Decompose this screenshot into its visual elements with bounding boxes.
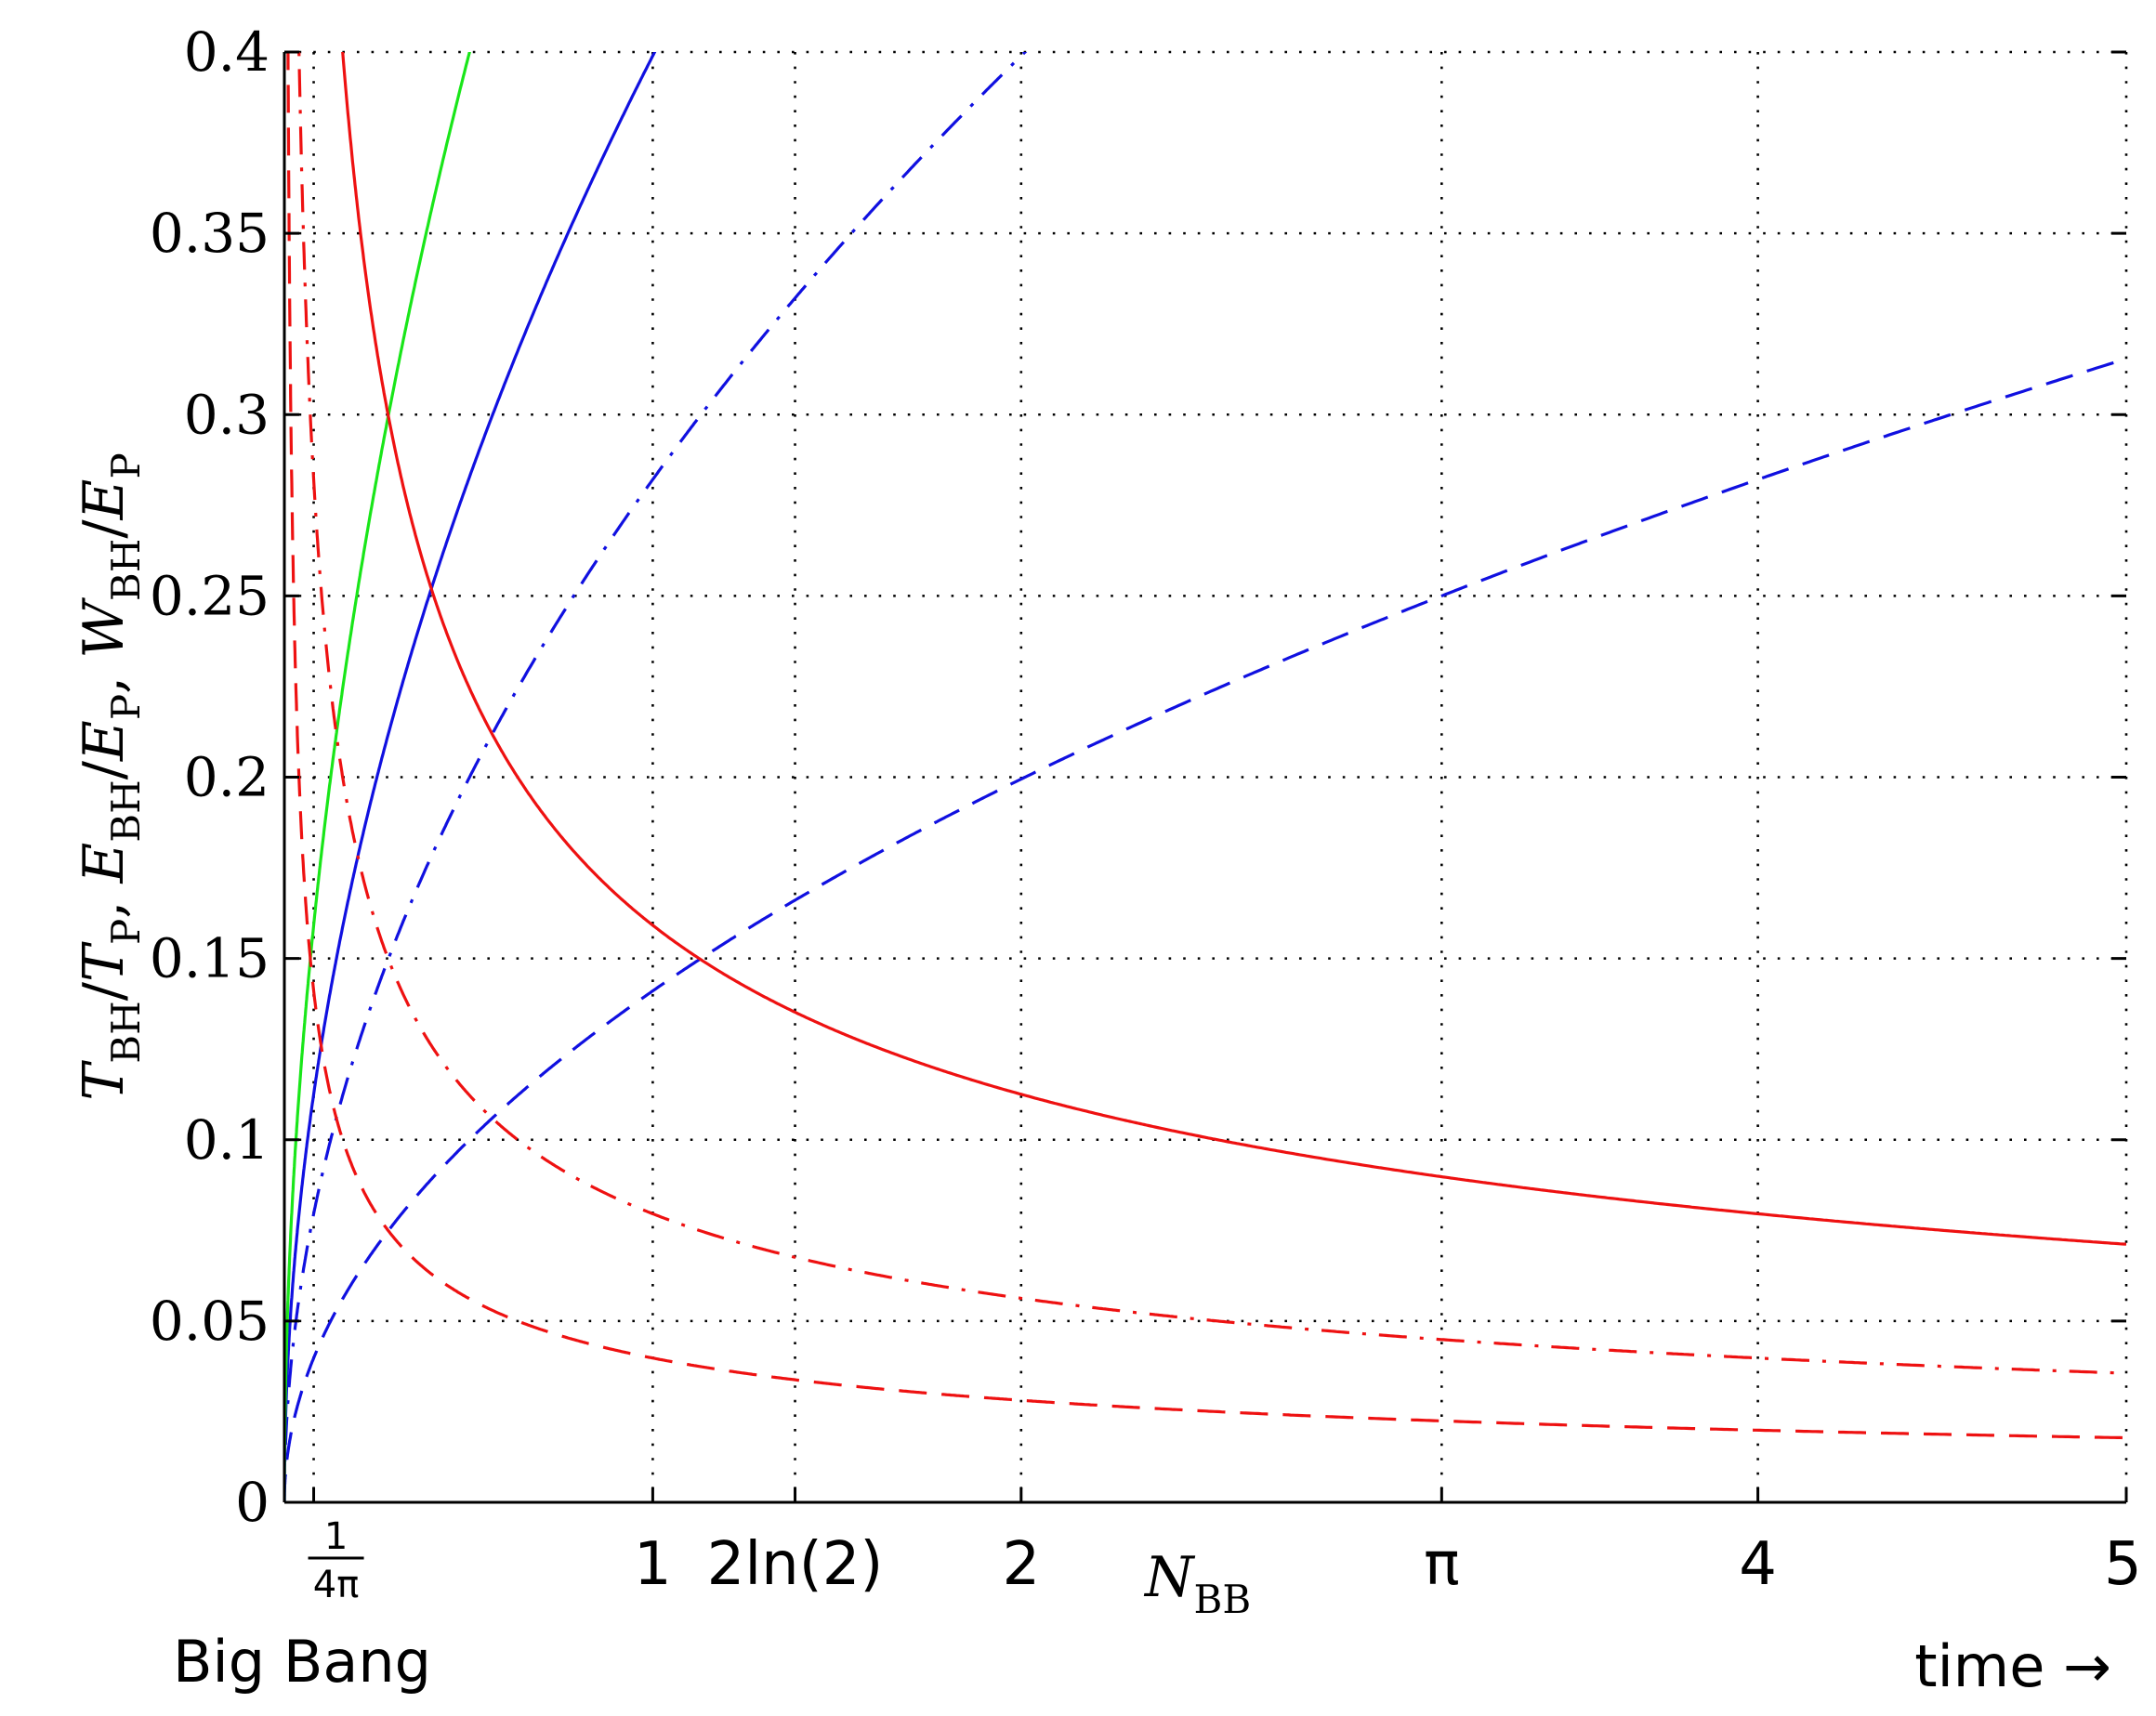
x-tick-label: π — [1424, 1530, 1460, 1599]
series-line-1 — [284, 357, 2126, 1502]
x-tick-label: 1 — [634, 1530, 672, 1599]
y-tick-label: 0.4 — [184, 20, 270, 84]
grid — [284, 50, 2128, 1502]
ticks — [284, 50, 2128, 1504]
y-tick-label: 0 — [235, 1471, 270, 1534]
x-tick-label: 4 — [1739, 1530, 1777, 1599]
series-line-2 — [284, 52, 1028, 1502]
y-axis-label: TBH/TP, EBH/EP, WBH/EP — [72, 452, 149, 1100]
series-line-7 — [341, 52, 2126, 1246]
y-tick-label: 0.2 — [184, 746, 270, 809]
x-tick-label: 2ln(2) — [707, 1530, 884, 1599]
series-line-3 — [284, 52, 657, 1502]
y-tick-label: 0.15 — [150, 927, 270, 990]
x-tick-label: 5 — [2104, 1530, 2142, 1599]
x-axis-label: NBB — [1143, 1545, 1251, 1622]
series-group — [284, 52, 2126, 1502]
y-tick-label: 0.1 — [184, 1108, 270, 1172]
y-tick-label: 0.3 — [184, 383, 270, 446]
y-tick-label: 0.05 — [150, 1290, 270, 1353]
x-tick-label: 2 — [1002, 1530, 1040, 1599]
y-tick-label: 0.35 — [150, 202, 270, 265]
series-line-4 — [284, 52, 471, 1502]
y-tick-label: 0.25 — [150, 564, 270, 627]
big-bang-annotation: Big Bang — [173, 1628, 431, 1696]
time-arrow-annotation: time → — [1914, 1632, 2111, 1700]
series-line-6 — [297, 52, 2126, 1375]
x-tick-label-denominator: 4π — [313, 1564, 360, 1606]
x-tick-label-numerator: 1 — [324, 1515, 348, 1558]
